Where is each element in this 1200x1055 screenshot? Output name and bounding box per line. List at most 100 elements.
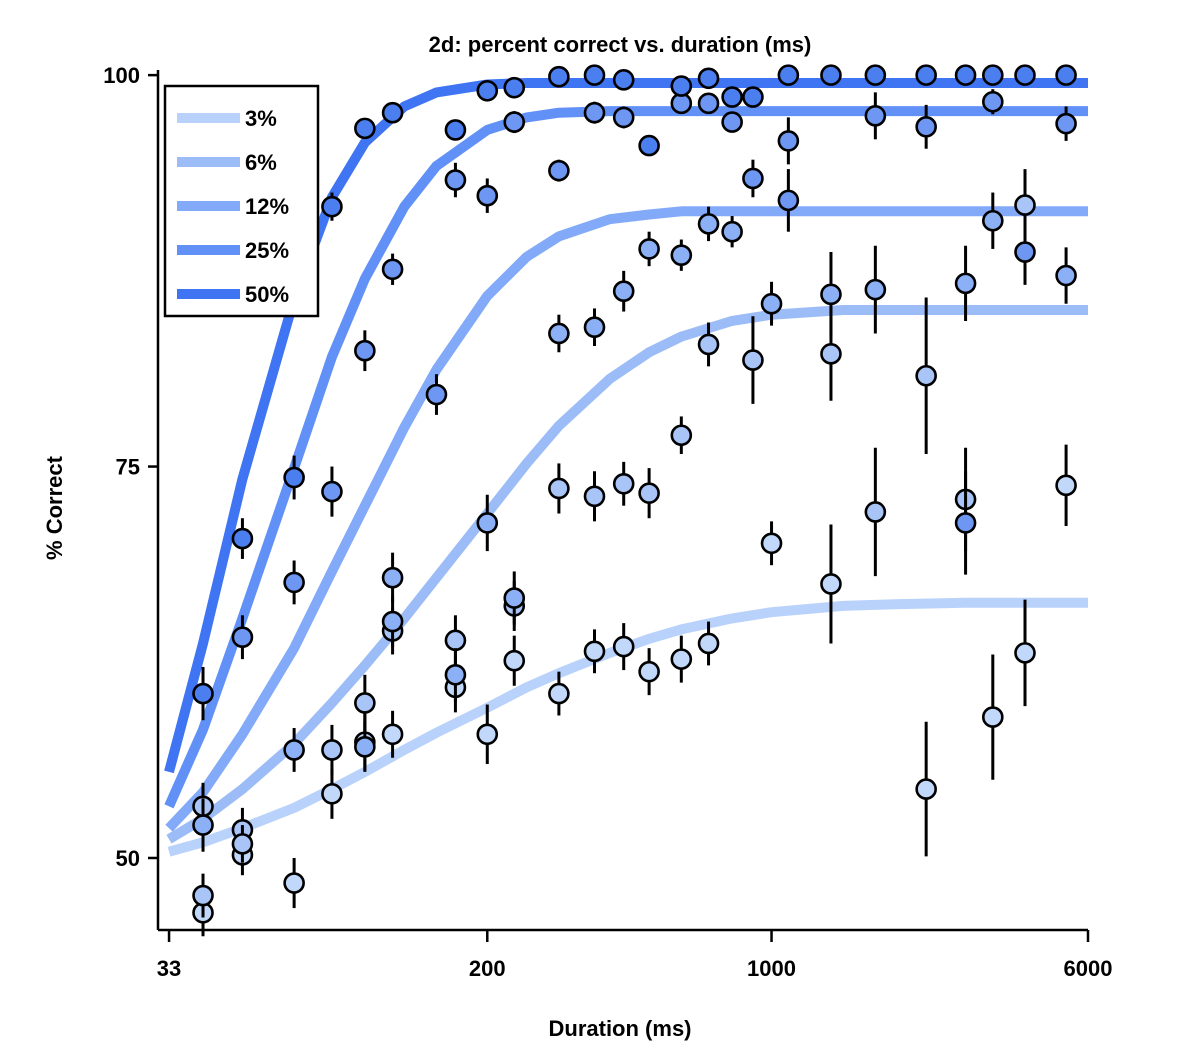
data-point — [321, 724, 343, 775]
point-marker — [697, 632, 720, 655]
point-marker — [820, 343, 842, 365]
x-tick-label: 1000 — [747, 956, 796, 981]
data-point — [982, 89, 1004, 115]
point-marker — [954, 272, 977, 295]
data-point — [503, 76, 526, 99]
point-marker — [354, 117, 376, 140]
point-marker — [381, 258, 404, 281]
point-marker — [548, 322, 570, 345]
point-marker — [283, 571, 305, 594]
data-point — [192, 666, 214, 721]
data-point — [583, 629, 606, 674]
point-marker — [444, 169, 467, 191]
point-marker — [915, 364, 937, 387]
point-marker — [192, 884, 214, 907]
data-point — [231, 825, 254, 863]
point-marker — [354, 736, 376, 758]
data-point — [638, 231, 660, 267]
point-marker — [915, 115, 937, 138]
data-point — [444, 119, 467, 141]
point-marker — [1014, 64, 1036, 86]
data-point — [760, 281, 783, 326]
point-marker — [612, 472, 635, 495]
data-point — [476, 79, 499, 102]
y-tick-label: 50 — [116, 846, 140, 871]
data-point — [638, 468, 660, 519]
data-point — [612, 69, 635, 91]
data-point — [612, 270, 635, 312]
point-marker — [321, 480, 343, 503]
point-marker — [612, 106, 635, 129]
point-marker — [697, 67, 720, 90]
data-point — [820, 64, 842, 86]
data-point — [1055, 247, 1077, 304]
point-marker — [192, 814, 214, 836]
data-point — [612, 623, 635, 671]
point-marker — [820, 64, 842, 86]
point-marker — [1055, 64, 1077, 86]
point-marker — [583, 640, 606, 663]
point-marker — [697, 92, 720, 115]
data-point — [283, 455, 305, 500]
point-marker — [231, 527, 254, 550]
point-marker — [777, 64, 800, 86]
point-marker — [638, 660, 660, 683]
point-marker — [503, 111, 526, 133]
data-point — [1014, 64, 1036, 86]
point-marker — [742, 167, 764, 190]
data-point — [354, 330, 376, 372]
point-marker — [381, 723, 404, 746]
point-marker — [444, 119, 467, 141]
data-point — [321, 768, 343, 819]
point-marker — [612, 69, 635, 91]
point-marker — [954, 512, 977, 534]
data-point — [283, 728, 305, 772]
point-marker — [697, 333, 720, 356]
point-marker — [1055, 264, 1077, 287]
point-marker — [670, 648, 693, 670]
data-point — [697, 322, 720, 367]
point-marker — [864, 64, 887, 86]
point-marker — [1014, 241, 1036, 263]
data-point — [231, 615, 254, 660]
point-marker — [760, 532, 783, 555]
y-tick-label: 75 — [116, 455, 140, 480]
point-marker — [638, 238, 660, 260]
point-marker — [231, 626, 254, 649]
data-point — [982, 654, 1004, 780]
data-point — [548, 314, 570, 353]
point-marker — [777, 130, 800, 152]
data-point — [721, 216, 743, 248]
data-point — [915, 721, 937, 857]
data-point — [1055, 444, 1077, 527]
data-point — [321, 192, 343, 221]
point-marker — [548, 65, 570, 88]
legend-label: 3% — [245, 106, 277, 131]
point-marker — [583, 485, 606, 508]
data-point — [583, 471, 606, 522]
data-point — [820, 252, 842, 337]
point-marker — [864, 105, 887, 127]
point-marker — [1055, 474, 1077, 497]
point-marker — [283, 466, 305, 489]
data-point — [503, 111, 526, 134]
point-marker — [864, 278, 887, 301]
point-marker — [1055, 112, 1077, 135]
data-point — [476, 494, 499, 552]
point-marker — [321, 195, 343, 218]
data-point — [638, 648, 660, 696]
y-tick-label: 100 — [103, 63, 140, 88]
data-point — [444, 162, 467, 198]
x-tick-label: 200 — [469, 956, 506, 981]
legend-label: 6% — [245, 150, 277, 175]
data-point — [503, 635, 526, 686]
data-point — [583, 64, 606, 86]
point-marker — [231, 833, 254, 855]
data-point — [864, 245, 887, 334]
data-point — [444, 648, 467, 702]
point-marker — [548, 682, 570, 705]
point-marker — [583, 316, 606, 339]
data-point — [721, 111, 743, 133]
fit-curve-2 — [165, 206, 1088, 832]
